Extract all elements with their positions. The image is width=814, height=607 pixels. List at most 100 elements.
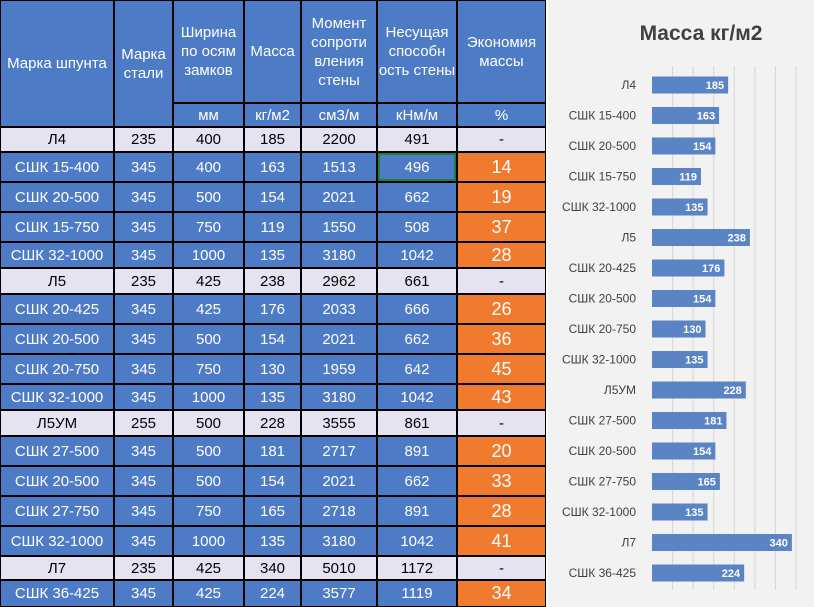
cell-capacity[interactable]: 662 [378,325,456,353]
cell-moment[interactable]: 3180 [302,527,376,555]
header-saving[interactable]: Экономия массы [458,1,545,102]
cell-steel[interactable]: 345 [115,213,172,241]
cell-moment[interactable]: 2718 [302,497,376,525]
cell-mass[interactable]: 185 [245,128,300,151]
cell-steel[interactable]: 345 [115,355,172,383]
cell-steel[interactable]: 345 [115,153,172,181]
bar[interactable] [652,198,708,216]
cell-saving[interactable]: - [458,411,545,435]
cell-moment[interactable]: 2962 [302,269,376,293]
cell-moment[interactable]: 3555 [302,411,376,435]
header-capacity[interactable]: Несущая способн ость стены [378,1,456,102]
cell-moment[interactable]: 5010 [302,557,376,579]
bar[interactable] [652,320,706,338]
cell-moment[interactable]: 2021 [302,183,376,211]
cell-width[interactable]: 425 [174,581,243,606]
cell-capacity[interactable]: 666 [378,295,456,323]
cell-width[interactable]: 500 [174,437,243,465]
cell-mass[interactable]: 119 [245,213,300,241]
cell-width[interactable]: 1000 [174,243,243,267]
cell-saving[interactable]: 33 [458,467,545,495]
cell-saving[interactable]: 41 [458,527,545,555]
bar[interactable] [652,442,716,460]
cell-grade[interactable]: СШК 27-500 [1,437,113,465]
cell-width[interactable]: 500 [174,467,243,495]
cell-saving[interactable]: 28 [458,243,545,267]
cell-width[interactable]: 500 [174,325,243,353]
cell-capacity[interactable]: 1119 [378,581,456,606]
cell-width[interactable]: 425 [174,269,243,293]
cell-mass[interactable]: 176 [245,295,300,323]
cell-moment[interactable]: 2717 [302,437,376,465]
cell-moment[interactable]: 3577 [302,581,376,606]
cell-saving[interactable]: 28 [458,497,545,525]
cell-grade[interactable]: СШК 27-750 [1,497,113,525]
cell-steel[interactable]: 255 [115,411,172,435]
header-mass[interactable]: Масса [245,1,300,102]
cell-width[interactable]: 425 [174,295,243,323]
cell-mass[interactable]: 224 [245,581,300,606]
cell-capacity[interactable]: 1172 [378,557,456,579]
cell-capacity[interactable]: 891 [378,497,456,525]
cell-saving[interactable]: 20 [458,437,545,465]
cell-grade[interactable]: Л7 [1,557,113,579]
cell-width[interactable]: 750 [174,355,243,383]
cell-mass[interactable]: 163 [245,153,300,181]
bar[interactable] [652,381,746,399]
cell-saving[interactable]: 37 [458,213,545,241]
unit-moment[interactable]: см3/м [302,104,376,126]
bar[interactable] [652,412,727,429]
cell-grade[interactable]: СШК 15-750 [1,213,113,241]
cell-grade[interactable]: СШК 20-500 [1,467,113,495]
cell-saving[interactable]: 34 [458,581,545,606]
cell-width[interactable]: 500 [174,411,243,435]
header-grade[interactable]: Марка шпунта [1,1,113,126]
cell-steel[interactable]: 345 [115,581,172,606]
cell-mass[interactable]: 154 [245,183,300,211]
cell-saving[interactable]: - [458,269,545,293]
cell-mass[interactable]: 181 [245,437,300,465]
header-width[interactable]: Ширина по осям замков [174,1,243,102]
cell-width[interactable]: 750 [174,497,243,525]
cell-grade[interactable]: Л5 [1,269,113,293]
cell-mass[interactable]: 135 [245,385,300,409]
cell-grade[interactable]: СШК 20-500 [1,183,113,211]
cell-moment[interactable]: 2021 [302,467,376,495]
cell-capacity[interactable]: 1042 [378,527,456,555]
cell-capacity[interactable]: 642 [378,355,456,383]
cell-capacity[interactable]: 661 [378,269,456,293]
cell-mass[interactable]: 154 [245,467,300,495]
cell-capacity[interactable]: 662 [378,183,456,211]
cell-moment[interactable]: 2200 [302,128,376,151]
cell-grade[interactable]: Л4 [1,128,113,151]
cell-steel[interactable]: 345 [115,295,172,323]
cell-moment[interactable]: 1513 [302,153,376,181]
cell-steel[interactable]: 345 [115,243,172,267]
cell-grade[interactable]: Л5УМ [1,411,113,435]
cell-capacity[interactable]: 1042 [378,385,456,409]
cell-saving[interactable]: 43 [458,385,545,409]
cell-mass[interactable]: 238 [245,269,300,293]
unit-width[interactable]: мм [174,104,243,126]
cell-mass[interactable]: 135 [245,527,300,555]
bar[interactable] [652,503,708,521]
cell-steel[interactable]: 345 [115,497,172,525]
cell-moment[interactable]: 2021 [302,325,376,353]
cell-steel[interactable]: 345 [115,527,172,555]
cell-steel[interactable]: 345 [115,183,172,211]
cell-steel[interactable]: 345 [115,437,172,465]
cell-width[interactable]: 1000 [174,527,243,555]
unit-saving[interactable]: % [458,104,545,126]
cell-grade[interactable]: СШК 32-1000 [1,527,113,555]
cell-saving[interactable]: 19 [458,183,545,211]
header-moment[interactable]: Момент сопроти вления стены [302,1,376,102]
cell-width[interactable]: 750 [174,213,243,241]
cell-mass[interactable]: 130 [245,355,300,383]
cell-mass[interactable]: 135 [245,243,300,267]
cell-capacity[interactable]: 891 [378,437,456,465]
cell-capacity[interactable]: 1042 [378,243,456,267]
cell-mass[interactable]: 154 [245,325,300,353]
cell-steel[interactable]: 345 [115,467,172,495]
bar[interactable] [652,473,720,490]
cell-grade[interactable]: СШК 20-500 [1,325,113,353]
